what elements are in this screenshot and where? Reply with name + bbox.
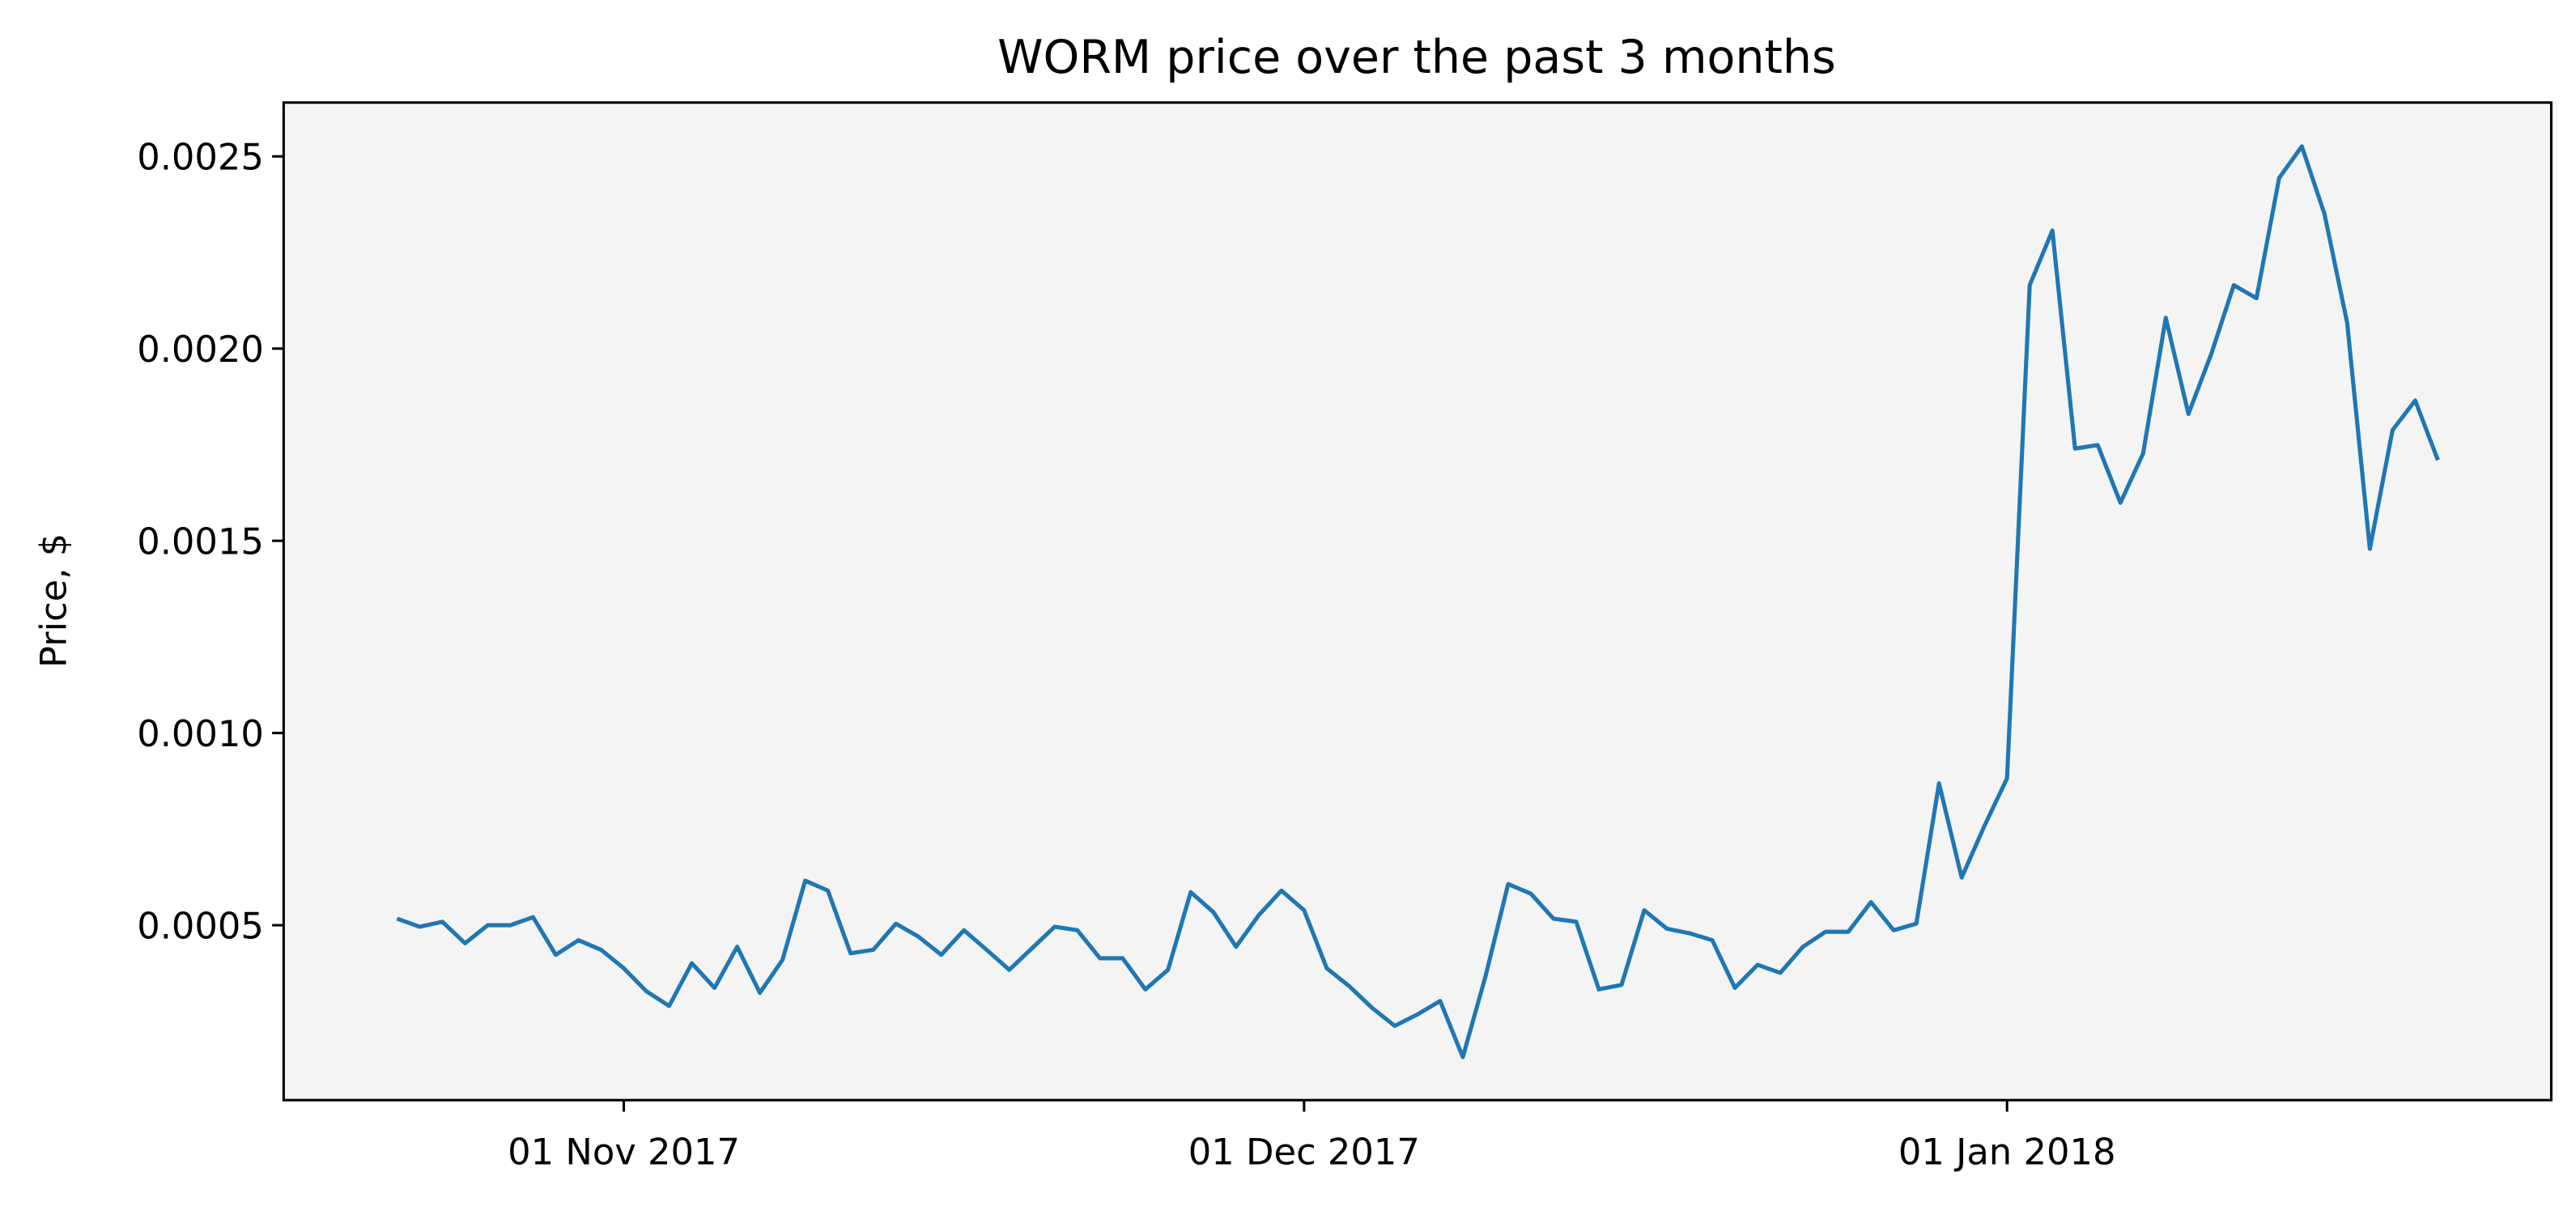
y-tick-label: 0.0005 — [137, 904, 264, 947]
y-axis-label: Price, $ — [32, 533, 74, 668]
x-tick-label: 01 Dec 2017 — [1188, 1131, 1420, 1174]
price-line — [396, 144, 2440, 1059]
chart-title: WORM price over the past 3 months — [997, 31, 1836, 84]
plot-frame — [282, 101, 2553, 1102]
plot-area — [283, 102, 2552, 1101]
y-tick-label: 0.0010 — [137, 712, 264, 755]
x-tick-label: 01 Nov 2017 — [508, 1131, 740, 1174]
y-tick-label: 0.0020 — [137, 328, 264, 371]
y-tick-label: 0.0015 — [137, 520, 264, 563]
x-tick-label: 01 Jan 2018 — [1898, 1131, 2116, 1174]
y-tick-label: 0.0025 — [137, 136, 264, 179]
